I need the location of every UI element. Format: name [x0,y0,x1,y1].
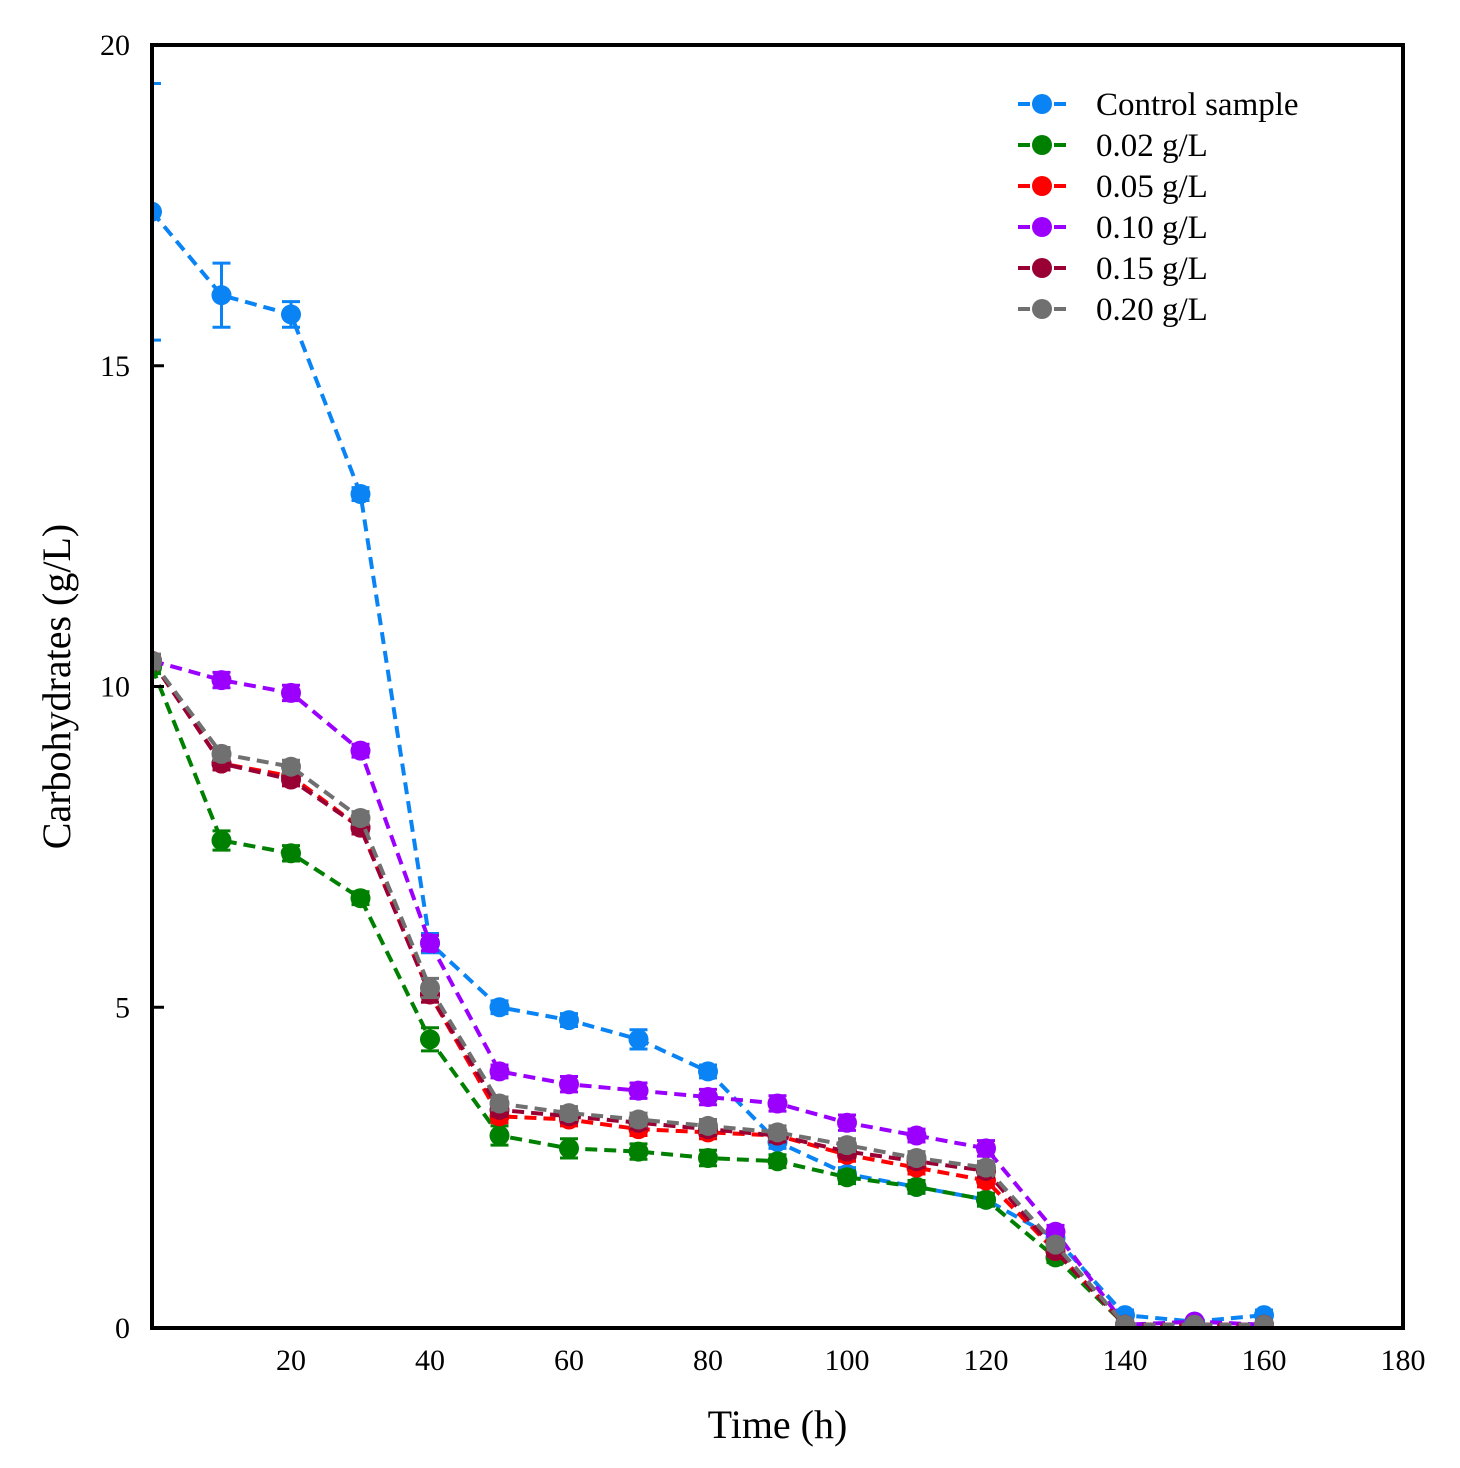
data-point [837,1167,857,1188]
data-point [281,756,301,777]
data-point [350,740,371,761]
data-point [1184,1314,1205,1328]
data-point [1115,1314,1135,1328]
series-0-10-g-l [152,650,1274,1328]
series-line [152,666,1264,1327]
legend-marker [1032,258,1052,278]
data-point [281,682,301,703]
data-point [559,1074,579,1095]
data-point [698,1087,718,1108]
legend-item: Control sample [1018,87,1299,123]
y-tick-label: 0 [115,1312,130,1345]
legend-marker [1032,217,1052,237]
data-point [1045,1234,1066,1255]
data-point [906,1176,927,1197]
x-tick-label: 180 [1381,1344,1426,1377]
data-point [698,1115,718,1136]
data-point [976,1189,996,1210]
x-tick-label: 140 [1103,1344,1148,1377]
x-tick-label: 80 [693,1344,723,1377]
series-0-20-g-l [152,650,1274,1328]
legend-label: 0.20 g/L [1096,292,1208,328]
series-line [152,659,1264,1327]
x-tick-label: 100 [825,1344,870,1377]
x-axis-label: Time (h) [708,1402,848,1447]
series-line [152,658,1265,1327]
legend-marker [1032,176,1052,196]
data-point [152,201,162,222]
legend-label: 0.15 g/L [1096,251,1208,287]
data-point [489,1125,510,1146]
x-tick-label: 60 [554,1344,584,1377]
legend-item: 0.05 g/L [1018,169,1208,205]
data-point [628,1141,649,1162]
data-point [489,1093,510,1114]
data-point [211,670,232,691]
data-point [976,1157,996,1178]
legend-item: 0.10 g/L [1018,210,1208,246]
legend-label: 0.05 g/L [1096,169,1208,205]
data-point [767,1122,788,1143]
data-point [559,1010,579,1031]
y-tick-label: 10 [100,671,130,704]
series-line [152,659,1264,1327]
legend-item: 0.15 g/L [1018,251,1208,287]
y-tick-label: 20 [100,29,130,62]
data-point [698,1061,718,1082]
data-point [906,1125,927,1146]
data-point [837,1112,857,1133]
legend: Control sample 0.02 g/L 0.05 g/L 0.10 g/L 0.… [1018,87,1299,328]
series-line [152,659,1264,1327]
data-point [420,1029,440,1050]
y-tick-label: 5 [115,991,130,1024]
data-point [767,1151,788,1172]
data-point [350,808,371,829]
data-point [628,1109,649,1130]
data-point [281,843,301,864]
data-point [211,830,232,851]
legend-item: 0.20 g/L [1018,292,1208,328]
x-tick-label: 160 [1242,1344,1287,1377]
data-point [420,978,440,999]
data-point [350,888,371,909]
legend-label: 0.10 g/L [1096,210,1208,246]
data-point [628,1080,649,1101]
series-0-15-g-l [152,650,1274,1328]
tick-layer: 0 5 10 15 20 20 40 60 80 100 120 140 160 180 [100,29,1426,1377]
series-layer [152,81,1274,1328]
data-point [211,285,232,306]
data-point [698,1148,718,1169]
legend-label: 0.02 g/L [1096,128,1208,164]
data-point [906,1148,927,1169]
legend-label: Control sample [1096,87,1299,123]
legend-item: 0.02 g/L [1018,128,1208,164]
legend-marker [1032,299,1052,319]
data-point [281,304,301,325]
data-point [767,1093,788,1114]
legend-marker [1032,135,1052,155]
data-point [628,1029,649,1050]
series-0-02-g-l [152,657,1274,1328]
y-tick-label: 15 [100,350,130,383]
y-axis-label: Carbohydrates (g/L) [34,524,79,849]
data-point [211,743,232,764]
data-point [976,1138,996,1159]
data-point [152,650,162,671]
data-point [489,997,510,1018]
x-tick-label: 40 [415,1344,445,1377]
data-point [420,933,440,954]
x-tick-label: 20 [276,1344,306,1377]
x-tick-label: 120 [964,1344,1009,1377]
data-point [559,1103,579,1124]
data-point [489,1061,510,1082]
data-point [559,1138,579,1159]
series-0-05-g-l [152,650,1274,1328]
data-point [1254,1314,1274,1328]
data-point [350,484,371,505]
legend-marker [1032,94,1052,114]
data-point [837,1135,857,1156]
